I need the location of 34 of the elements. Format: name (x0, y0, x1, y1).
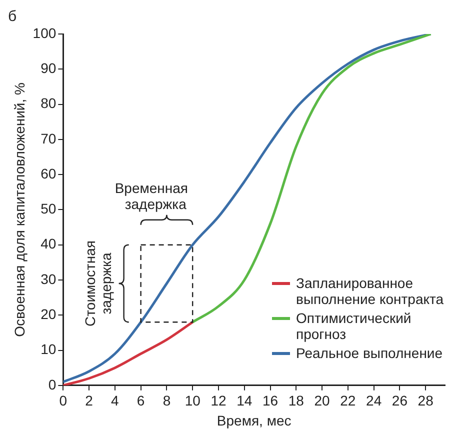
y-tick-label: 90 (40, 60, 56, 76)
x-tick-label: 20 (314, 392, 330, 409)
y-axis-title: Освоенная доля капиталовложений, % (11, 82, 28, 337)
x-tick-label: 6 (136, 392, 145, 409)
y-tick-label: 10 (40, 341, 56, 358)
y-tick-label: 20 (40, 306, 56, 322)
legend-label: Запланированное выполнение контракта (296, 275, 445, 307)
legend-label: Реальное выполнение (296, 345, 443, 361)
annotation: Временная задержка (114, 180, 188, 212)
x-tick-label: 22 (340, 392, 356, 409)
y-tick-label: 80 (40, 95, 56, 112)
y-tick-label: 30 (40, 270, 56, 287)
x-tick-label: 18 (288, 392, 304, 409)
y-tick-label: 100 (32, 24, 56, 41)
y-tick-label: 50 (40, 200, 56, 217)
x-tick-label: 24 (366, 392, 382, 409)
y-tick-label: 60 (40, 165, 56, 182)
y-tick-label: 40 (40, 236, 56, 252)
legend-label: Оптимистический прогноз (296, 310, 412, 342)
x-tick-label: 26 (392, 392, 408, 409)
x-tick-label: 4 (111, 392, 120, 409)
x-tick-label: 28 (418, 392, 434, 409)
x-tick-label: 12 (210, 392, 226, 409)
x-tick-label: 2 (85, 392, 94, 409)
y-tick-label: 0 (48, 376, 56, 392)
x-axis-title: Время, мес (216, 412, 292, 428)
x-tick-label: 14 (236, 392, 252, 409)
y-tick-label: 70 (40, 130, 56, 146)
x-tick-label: 8 (162, 392, 171, 409)
chart-title: б (8, 8, 17, 26)
annotation: Стоимостная задержка (82, 240, 114, 326)
x-tick-label: 16 (262, 392, 278, 409)
x-tick-label: 0 (59, 392, 68, 409)
x-tick-label: 10 (184, 392, 201, 409)
